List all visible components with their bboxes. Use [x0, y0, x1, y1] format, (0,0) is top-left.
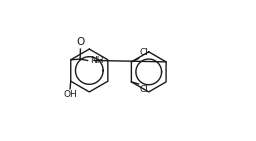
Text: Cl: Cl — [140, 85, 148, 94]
Text: Cl: Cl — [140, 48, 148, 57]
Text: O: O — [76, 38, 84, 48]
Text: OH: OH — [63, 91, 77, 99]
Text: NH: NH — [90, 56, 104, 65]
